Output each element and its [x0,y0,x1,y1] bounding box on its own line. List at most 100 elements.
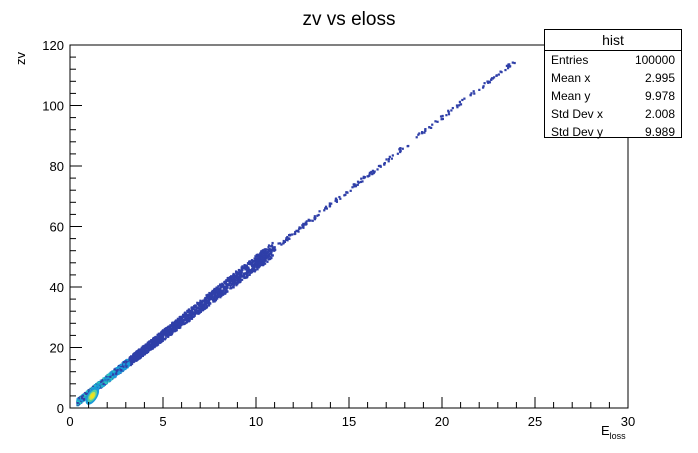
heatmap-cell [247,262,250,266]
heatmap-cell [241,278,244,281]
heatmap-cell [163,327,167,331]
heatmap-cell [77,397,81,400]
heatmap-cell [248,273,251,276]
heatmap-cell [171,330,174,333]
heatmap-cell [482,85,485,88]
heatmap-cell [221,285,224,288]
heatmap-cell [352,183,356,186]
heatmap-cell [399,147,402,150]
heatmap-cell [191,315,195,318]
heatmap-cell [159,339,162,342]
heatmap-cell [492,76,496,79]
heatmap-cells [76,61,516,407]
heatmap-cell [222,283,225,287]
heatmap-cell [213,292,216,295]
heatmap-cell [271,241,274,245]
x-tick-label: 15 [342,414,356,429]
heatmap-cell [194,309,198,312]
heatmap-cell [398,148,401,151]
heatmap-cell [167,325,170,329]
heatmap-cell [211,291,215,294]
heatmap-cell [119,371,122,374]
heatmap-cell [269,245,273,248]
heatmap-cell [202,306,206,309]
stats-label: Mean y [551,89,591,103]
heatmap-cell [220,294,223,298]
heatmap-cell [144,348,147,351]
heatmap-cell [459,103,462,106]
heatmap-cell [270,252,273,255]
heatmap-cell [415,136,418,139]
heatmap-cell [264,250,267,253]
heatmap-cell [95,383,99,386]
heatmap-cell [82,396,85,399]
heatmap-cell [193,314,196,317]
heatmap-cell [272,246,275,249]
heatmap-cell [140,352,143,355]
heatmap-cell [102,379,105,382]
heatmap-cell [232,279,235,282]
heatmap-cell [138,349,141,352]
heatmap-cell [177,325,180,328]
heatmap-cell [161,331,164,335]
heatmap-cell [232,277,235,280]
heatmap-cell [198,311,201,314]
heatmap-cell [200,306,203,310]
heatmap-cell [461,98,464,102]
heatmap-cell [251,263,255,266]
heatmap-cell [368,174,371,177]
heatmap-cell [188,313,191,316]
heatmap-cell [148,348,151,351]
heatmap-cell [193,311,196,314]
heatmap-cell [193,305,197,309]
heatmap-cell [152,338,155,342]
heatmap-cell [346,191,349,194]
heatmap-cell [88,390,91,393]
heatmap-cell [140,346,144,350]
heatmap-cell [478,88,481,91]
heatmap-cell [138,356,142,360]
heatmap-cell [372,171,376,174]
heatmap-cell [192,306,195,309]
heatmap-cell [458,104,461,107]
heatmap-cell [167,332,170,335]
heatmap-cell [267,255,270,259]
heatmap-cell [335,197,338,200]
stats-value: 2.008 [644,107,675,121]
heatmap-cell [211,295,214,298]
heatmap-cell [469,94,472,97]
heatmap-cell [345,191,348,194]
heatmap-cell [154,337,157,340]
heatmap-cell [195,306,198,309]
heatmap-cell [481,86,485,89]
heatmap-cell [455,104,459,107]
heatmap-cell [387,158,390,161]
heatmap-cell [273,246,276,249]
heatmap-cell [363,176,366,179]
heatmap-cell [383,162,386,166]
heatmap-cell [445,114,448,117]
heatmap-cell [309,219,312,222]
heatmap-cell [513,61,516,65]
heatmap-cell [115,367,118,370]
y-tick-label: 20 [50,341,64,356]
heatmap-cell [80,395,84,398]
heatmap-cell [305,220,308,223]
heatmap-cell [254,255,257,258]
heatmap-cell [262,263,265,266]
heatmap-cell [125,365,128,368]
heatmap-cell [323,209,326,212]
heatmap-cell [267,254,271,257]
heatmap-cell [138,351,141,354]
heatmap-cell [246,270,250,273]
heatmap-cell [133,356,136,360]
heatmap-cell [487,80,490,83]
heatmap-cell [177,319,180,323]
heatmap-cell [135,358,138,361]
stats-title: hist [545,30,681,51]
heatmap-cell [131,357,134,360]
heatmap-cell [190,313,193,316]
heatmap-cell [447,109,450,112]
heatmap-cell [158,336,161,339]
heatmap-cell [441,117,444,121]
